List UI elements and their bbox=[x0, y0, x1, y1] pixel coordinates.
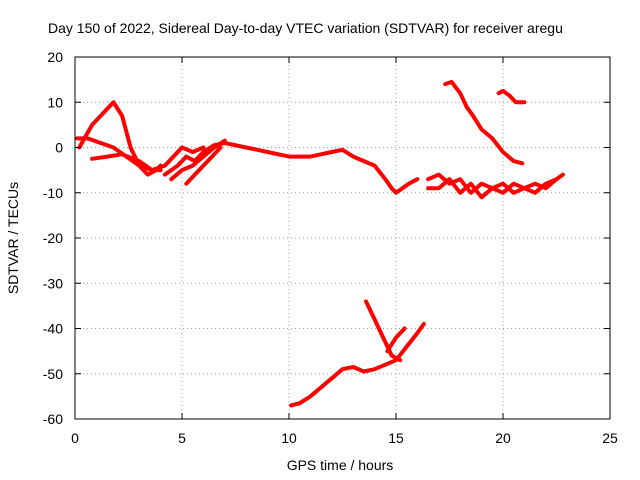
y-tick-label: -30 bbox=[43, 275, 63, 291]
y-tick-labels: -60 -50 -40 -30 -20 -10 0 10 20 bbox=[43, 49, 63, 427]
y-tick-label: 10 bbox=[47, 94, 63, 110]
series-arc-8 bbox=[426, 177, 559, 200]
y-tick-label: -50 bbox=[43, 366, 63, 382]
series-arc-3 bbox=[90, 145, 206, 173]
chart-title: Day 150 of 2022, Sidereal Day-to-day VTE… bbox=[48, 20, 563, 36]
series-arc-6 bbox=[184, 145, 223, 186]
x-tick-labels: 0 5 10 15 20 25 bbox=[71, 430, 618, 446]
series-arc-4 bbox=[162, 141, 420, 195]
grid bbox=[75, 57, 610, 419]
series-layer bbox=[75, 79, 565, 408]
series-arc-1 bbox=[77, 100, 163, 177]
x-tick-label: 20 bbox=[495, 430, 511, 446]
series-arc-9 bbox=[443, 79, 525, 166]
series-arc-13 bbox=[385, 326, 407, 354]
series-arc-5 bbox=[169, 138, 227, 182]
x-tick-label: 0 bbox=[71, 430, 79, 446]
series-arc-10 bbox=[496, 88, 527, 105]
y-tick-label: -60 bbox=[43, 411, 63, 427]
y-tick-label: -40 bbox=[43, 321, 63, 337]
series-arc-12 bbox=[364, 299, 403, 363]
series-arc-11 bbox=[289, 322, 426, 408]
y-tick-label: 20 bbox=[47, 49, 63, 65]
x-tick-label: 25 bbox=[602, 430, 618, 446]
y-tick-label: -20 bbox=[43, 230, 63, 246]
x-tick-label: 15 bbox=[388, 430, 404, 446]
x-tick-label: 10 bbox=[281, 430, 297, 446]
x-tick-label: 5 bbox=[178, 430, 186, 446]
y-axis-label: SDTVAR / TECUs bbox=[5, 182, 21, 294]
x-axis-label: GPS time / hours bbox=[287, 457, 394, 473]
y-tick-label: 0 bbox=[55, 140, 63, 156]
y-tick-label: -10 bbox=[43, 185, 63, 201]
tick-marks bbox=[74, 56, 611, 420]
